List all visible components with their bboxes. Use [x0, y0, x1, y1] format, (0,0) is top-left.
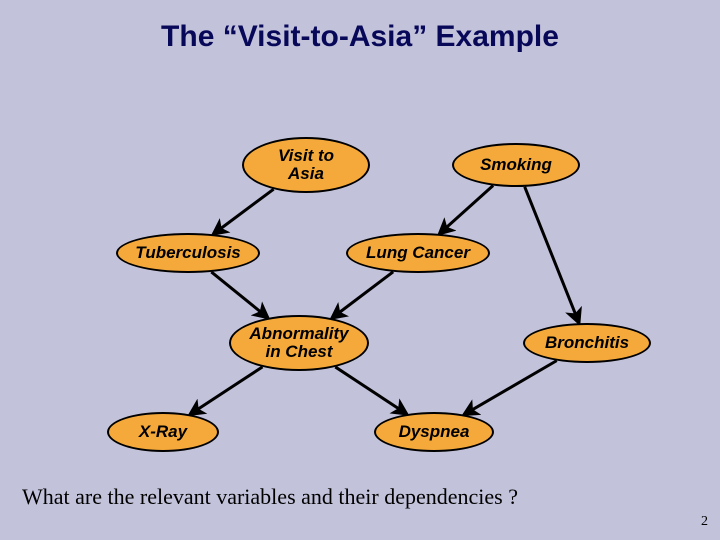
node-bronchitis: Bronchitis	[523, 323, 651, 363]
edge-lungcancer-to-abnormality	[332, 272, 393, 318]
node-label: X-Ray	[139, 423, 187, 441]
edge-abnormality-to-xray	[190, 367, 263, 415]
node-label: Smoking	[480, 156, 552, 174]
edge-abnormality-to-dyspnea	[335, 367, 407, 414]
edge-tuberculosis-to-abnormality	[211, 272, 268, 318]
node-label: Abnormality in Chest	[249, 325, 348, 361]
node-lungcancer: Lung Cancer	[346, 233, 490, 273]
node-xray: X-Ray	[107, 412, 219, 452]
node-visit: Visit to Asia	[242, 137, 370, 193]
edge-smoking-to-bronchitis	[525, 187, 579, 323]
node-label: Bronchitis	[545, 334, 629, 352]
slide-caption: What are the relevant variables and thei…	[0, 484, 720, 510]
page-number: 2	[701, 514, 708, 530]
slide-background: The “Visit-to-Asia” Example Visit to Asi…	[0, 0, 720, 540]
edge-bronchitis-to-dyspnea	[464, 361, 557, 415]
node-abnormality: Abnormality in Chest	[229, 315, 369, 371]
node-label: Tuberculosis	[135, 244, 241, 262]
edge-smoking-to-lungcancer	[439, 186, 493, 234]
node-label: Visit to Asia	[278, 147, 334, 183]
diagram-edges	[0, 0, 720, 540]
node-label: Lung Cancer	[366, 244, 470, 262]
node-label: Dyspnea	[399, 423, 470, 441]
slide-title: The “Visit-to-Asia” Example	[0, 20, 720, 54]
node-tuberculosis: Tuberculosis	[116, 233, 260, 273]
edge-visit-to-tuberculosis	[213, 189, 273, 234]
node-smoking: Smoking	[452, 143, 580, 187]
node-dyspnea: Dyspnea	[374, 412, 494, 452]
